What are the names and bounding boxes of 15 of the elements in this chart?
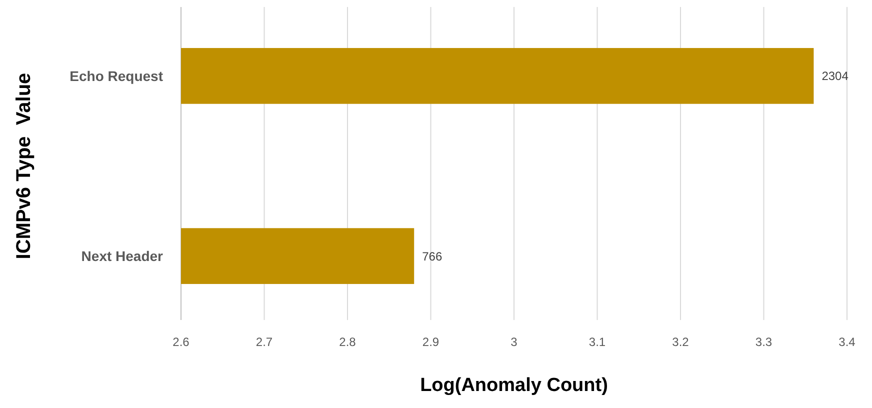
y-tick-label: Next Header <box>81 248 164 264</box>
x-axis-title: Log(Anomaly Count) <box>420 375 608 396</box>
x-tick-label: 2.7 <box>256 335 273 349</box>
x-tick-label: 2.6 <box>172 335 190 349</box>
y-axis-title: ICMPv6 Type Value <box>13 72 35 260</box>
x-tick-label: 2.9 <box>422 335 440 349</box>
x-tick-label: 3.3 <box>755 335 772 349</box>
annotation: 2304 <box>822 69 849 84</box>
x-tick-label: 2.8 <box>339 335 356 349</box>
x-tick-label: 3.1 <box>588 335 606 349</box>
annotation: 766 <box>422 249 442 264</box>
x-tick-label: 3.4 <box>838 335 856 349</box>
x-tick-label: 3 <box>510 335 518 349</box>
x-tick-label: 3.2 <box>672 335 690 349</box>
y-tick-label: Echo Request <box>70 68 164 84</box>
